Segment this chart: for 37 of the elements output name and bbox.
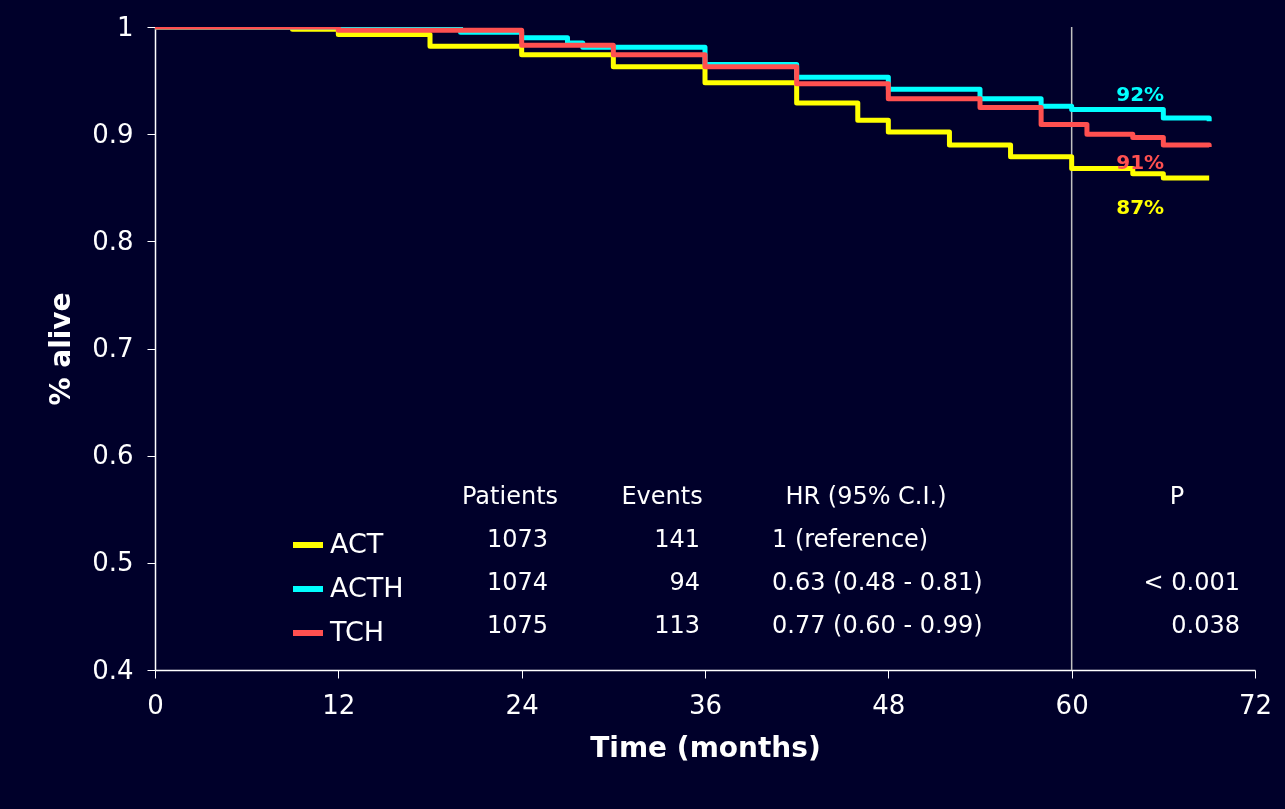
y-tick-label: 0.8 [92,225,134,256]
annotation: Events [621,482,703,510]
x-tick-label: 48 [872,689,906,720]
annotation: 1075 [486,611,548,639]
x-tick-label: 36 [688,689,723,720]
annotation: 94 [669,568,700,596]
y-tick-label: 0.7 [92,333,134,363]
y-axis-title: % alive [44,292,78,406]
annotation: 87% [1116,195,1165,220]
x-tick-label: 24 [505,689,539,720]
x-tick-label: 12 [322,689,356,720]
y-tick-label: 0.4 [92,654,134,685]
annotation: 0.038 [1171,611,1240,639]
y-tick-label: 1 [116,11,134,42]
annotation: 1074 [486,568,548,596]
x-tick-label: 60 [1055,689,1089,720]
legend-label: ACTH [330,572,404,603]
annotation: 113 [654,611,700,639]
annotation: 141 [654,525,700,553]
annotation: 0.63 (0.48 - 0.81) [772,568,983,596]
annotation: 1073 [486,525,548,553]
annotation: 91% [1116,150,1165,175]
annotation: 1 (reference) [772,525,929,553]
x-tick-label: 0 [147,689,164,720]
x-axis-title: Time (months) [590,730,821,764]
annotation: < 0.001 [1143,568,1240,596]
y-tick-label: 0.9 [92,118,134,149]
y-tick-label: 0.6 [92,440,134,471]
annotation: P [1169,482,1185,510]
annotation: HR (95% C.I.) [785,482,947,510]
legend-label: ACT [330,528,384,559]
y-tick-label: 0.5 [92,547,134,578]
annotation: Patients [461,482,559,510]
legend-label: TCH [329,616,385,647]
annotation: 92% [1116,82,1165,107]
annotation: 0.77 (0.60 - 0.99) [772,611,983,639]
x-tick-label: 72 [1238,689,1273,720]
